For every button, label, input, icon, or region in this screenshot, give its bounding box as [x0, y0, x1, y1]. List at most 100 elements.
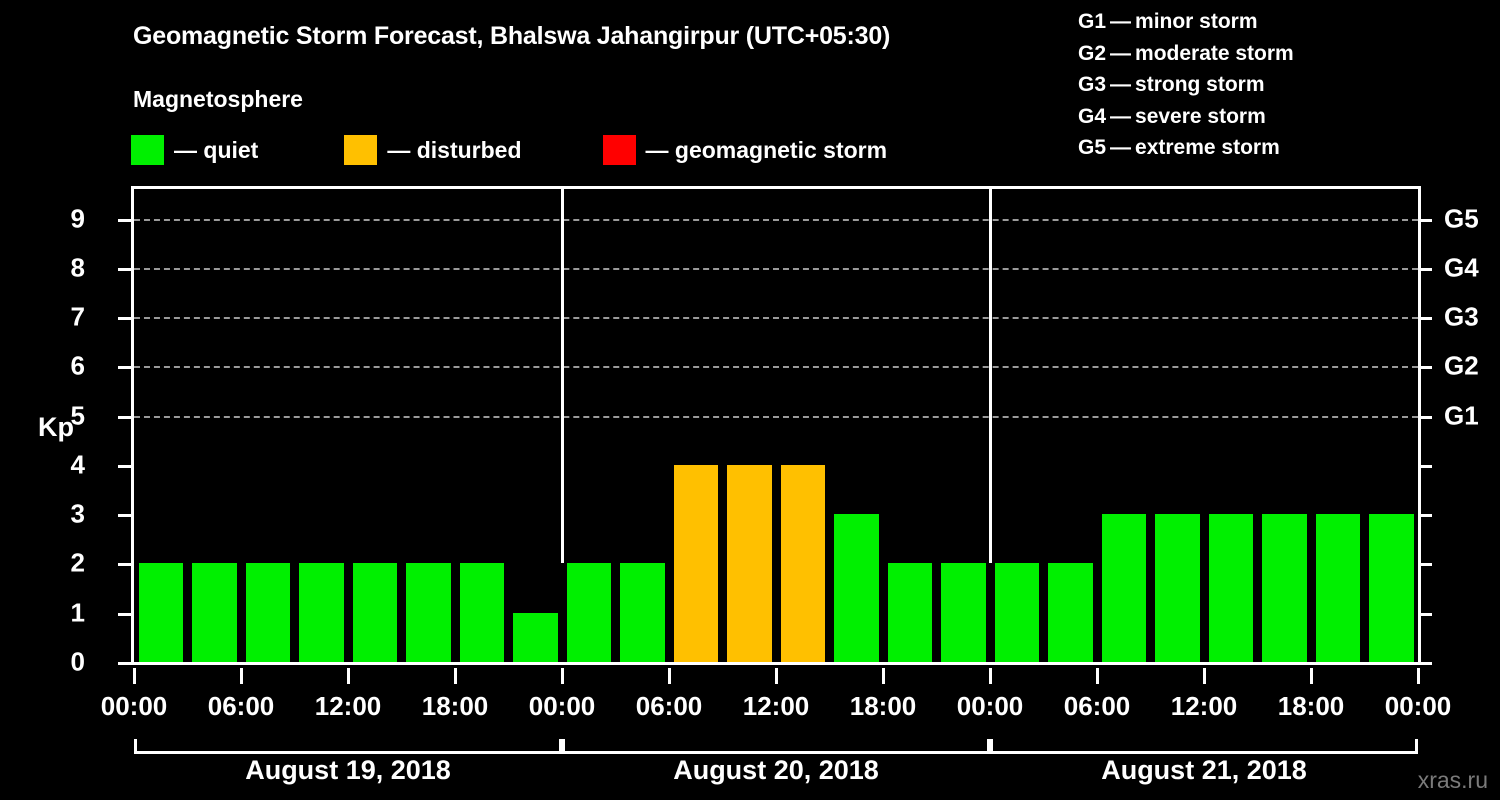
legend-item-2[interactable]: — geomagnetic storm [602, 135, 887, 165]
y-tick-mark-6 [118, 366, 131, 370]
x-tick-mark-5 [667, 668, 671, 684]
g-scale-description: minor storm [1135, 10, 1258, 33]
bar[interactable] [138, 563, 183, 662]
gridline-kp-5 [134, 415, 1418, 418]
legend-swatch-icon [344, 135, 378, 165]
y-tick-mark-3 [118, 514, 131, 518]
bar[interactable] [887, 563, 932, 662]
watermark: xras.ru [1417, 767, 1488, 793]
legend-item-label: — quiet [174, 136, 259, 163]
bar[interactable] [192, 563, 237, 662]
x-tick-mark-2 [346, 668, 350, 684]
bar[interactable] [513, 612, 558, 662]
legend-item-label: — disturbed [387, 136, 522, 163]
x-tick-label-12: 00:00 [1384, 691, 1452, 721]
bar[interactable] [673, 464, 718, 662]
legend-swatch-icon [131, 135, 164, 165]
g-scale-code: G5 [1078, 136, 1107, 159]
y-tick-mark-8 [118, 267, 131, 271]
plot-inner [134, 189, 1418, 662]
y-tick-mark-4 [118, 464, 131, 468]
bar[interactable] [459, 563, 504, 662]
g-scale-code: G1 [1078, 10, 1107, 33]
x-tick-label-0: 00:00 [100, 691, 168, 721]
bar[interactable] [994, 563, 1039, 662]
g-scale-dash: — [1110, 10, 1132, 33]
g-scale-dash: — [1110, 73, 1132, 96]
bar[interactable] [1048, 563, 1093, 662]
x-tick-label-5: 06:00 [635, 691, 703, 721]
g-scale-row-g2: G2— moderate storm [1078, 38, 1498, 70]
y-tick-mark-1 [118, 612, 131, 616]
bar[interactable] [1315, 514, 1360, 662]
y-tick-label-9: 9 [70, 203, 85, 234]
bar[interactable] [566, 563, 611, 662]
right-tick-mark-kp-4 [1421, 464, 1432, 468]
bar[interactable] [1262, 514, 1307, 662]
y-axis-title: Kp [38, 412, 74, 442]
y-tick-mark-9 [118, 218, 131, 222]
bar-series [134, 189, 1418, 662]
x-tick-mark-3 [453, 668, 457, 684]
day-bracket-1 [134, 739, 562, 754]
x-tick-mark-7 [881, 668, 885, 684]
x-tick-mark-4 [560, 668, 564, 684]
x-tick-label-7: 18:00 [849, 691, 917, 721]
right-axis-label-g5: G5 [1444, 203, 1479, 234]
x-tick-label-1: 06:00 [207, 691, 275, 721]
bar[interactable] [352, 563, 397, 662]
y-tick-label-0: 0 [70, 646, 85, 677]
bar[interactable] [406, 563, 451, 662]
bar[interactable] [1101, 514, 1146, 662]
day-label-3: August 21, 2018 [1101, 755, 1307, 785]
plot-area [131, 186, 1421, 665]
g-scale-description: severe storm [1135, 104, 1266, 128]
y-tick-label-4: 4 [70, 449, 85, 480]
right-axis-label-g2: G2 [1444, 350, 1479, 381]
g-scale-code: G3 [1078, 73, 1107, 96]
bar[interactable] [620, 563, 665, 662]
day-label-2: August 20, 2018 [673, 755, 879, 785]
bar[interactable] [1208, 514, 1253, 662]
gridline-kp-6 [134, 366, 1418, 369]
bar[interactable] [1369, 514, 1414, 662]
g-scale-row-g1: G1— minor storm [1078, 6, 1498, 38]
x-tick-label-2: 12:00 [314, 691, 382, 721]
bar[interactable] [834, 514, 879, 662]
right-tick-mark-kp-7 [1421, 317, 1432, 321]
day-label-1: August 19, 2018 [245, 755, 451, 785]
g-scale-row-g3: G3— strong storm [1078, 69, 1498, 101]
right-tick-mark-kp-6 [1421, 366, 1432, 370]
bar[interactable] [727, 464, 772, 662]
gridline-kp-9 [134, 218, 1418, 221]
bar[interactable] [245, 563, 290, 662]
g-scale-code: G2 [1078, 41, 1107, 65]
y-tick-mark-5 [118, 415, 131, 419]
right-tick-mark-kp-0 [1421, 662, 1432, 665]
y-tick-label-6: 6 [70, 350, 85, 381]
x-tick-mark-8 [988, 668, 992, 684]
legend-item-0[interactable]: — quiet [131, 135, 258, 165]
bar[interactable] [780, 464, 825, 662]
x-tick-label-3: 18:00 [421, 691, 489, 721]
x-tick-mark-11 [1309, 668, 1313, 684]
bar[interactable] [941, 563, 986, 662]
legend-item-1[interactable]: — disturbed [344, 135, 522, 165]
x-tick-label-9: 06:00 [1063, 691, 1131, 721]
right-axis-label-g3: G3 [1444, 301, 1479, 332]
bar[interactable] [299, 563, 344, 662]
bar[interactable] [1155, 514, 1200, 662]
right-axis-label-g1: G1 [1444, 400, 1479, 431]
g-scale-dash: — [1110, 104, 1132, 128]
day-separator-2 [988, 189, 992, 564]
y-tick-label-8: 8 [70, 252, 85, 283]
g-scale-description: strong storm [1135, 73, 1265, 96]
right-tick-mark-kp-1 [1421, 612, 1432, 616]
g-scale-dash: — [1110, 41, 1132, 65]
gridline-kp-8 [134, 267, 1418, 270]
day-bracket-3 [990, 739, 1418, 754]
legend-swatch-icon [602, 135, 636, 165]
g-scale-code: G4 [1078, 104, 1107, 128]
y-tick-label-7: 7 [70, 301, 85, 332]
right-tick-mark-kp-2 [1421, 563, 1432, 567]
